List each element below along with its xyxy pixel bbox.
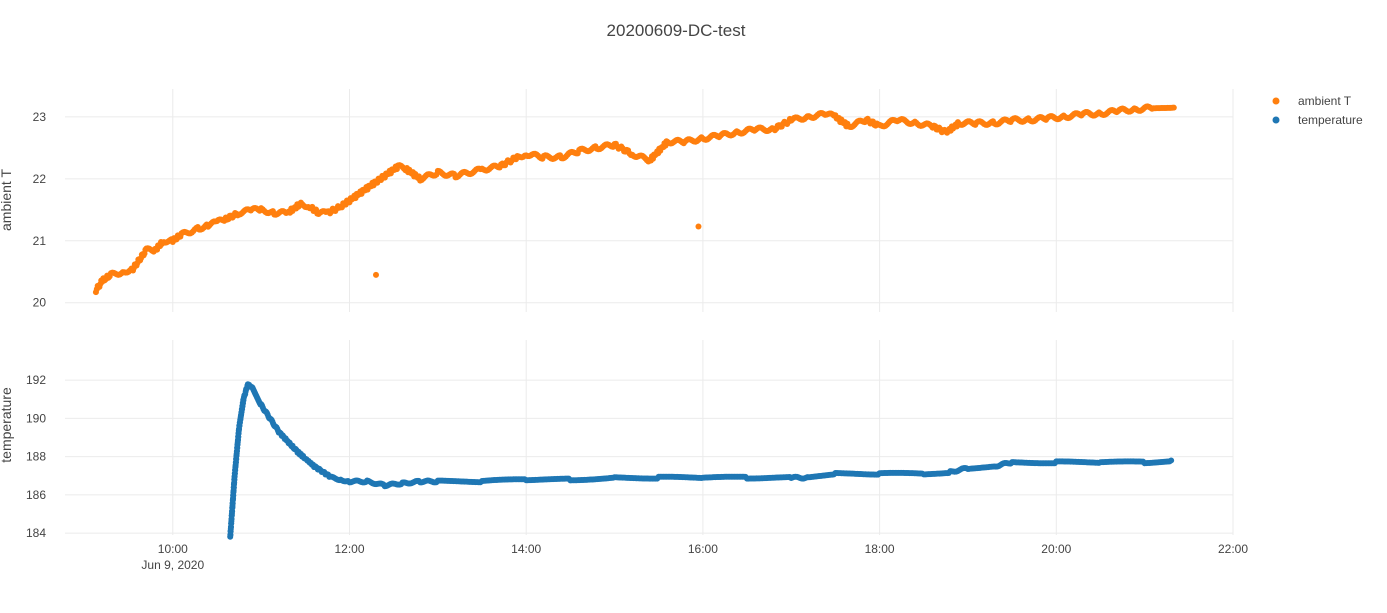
- y-tick-label: 192: [26, 373, 46, 387]
- data-point: [1170, 104, 1177, 111]
- y-tick-label: 190: [26, 411, 46, 425]
- data-point: [1168, 457, 1175, 464]
- y-tick-label: 22: [33, 172, 47, 186]
- x-tick-label: 10:00: [158, 542, 188, 556]
- legend-marker: [1272, 97, 1280, 105]
- series-ambient-t[interactable]: [92, 103, 1177, 296]
- legend-item-ambient-t[interactable]: ambient T: [1272, 94, 1352, 108]
- series-temperature[interactable]: [227, 381, 1175, 540]
- x-tick-label: 14:00: [511, 542, 541, 556]
- plot-area[interactable]: [92, 103, 1177, 540]
- legend[interactable]: ambient T temperature: [1272, 94, 1364, 127]
- legend-marker: [1272, 116, 1280, 124]
- y-tick-label: 21: [33, 234, 47, 248]
- legend-item-temperature[interactable]: temperature: [1272, 113, 1364, 127]
- x-tick-date-label: Jun 9, 2020: [141, 558, 204, 572]
- legend-label: ambient T: [1298, 94, 1352, 108]
- x-tick-label: 12:00: [334, 542, 364, 556]
- y-tick-label: 184: [26, 526, 46, 540]
- x-tick-label: 20:00: [1041, 542, 1071, 556]
- x-tick-label: 16:00: [688, 542, 718, 556]
- y-axes: 20 21 22 23 184 186 188 190 192: [26, 110, 46, 540]
- y-tick-label: 23: [33, 110, 47, 124]
- y-tick-label: 188: [26, 450, 46, 464]
- outlier-point: [372, 271, 379, 278]
- legend-label: temperature: [1298, 113, 1363, 127]
- y-axis-title-ambient: ambient T: [0, 169, 14, 231]
- chart-title: 20200609-DC-test: [607, 21, 746, 40]
- y-tick-label: 20: [33, 296, 47, 310]
- x-tick-label: 22:00: [1218, 542, 1248, 556]
- x-axis: 10:00 Jun 9, 2020 12:00 14:00 16:00 18:00 20:0…: [141, 542, 1248, 572]
- y-axis-title-temperature: temperature: [0, 387, 14, 463]
- y-tick-label: 186: [26, 488, 46, 502]
- grid-lines: [65, 89, 1234, 535]
- x-tick-label: 18:00: [865, 542, 895, 556]
- outlier-point: [695, 223, 702, 230]
